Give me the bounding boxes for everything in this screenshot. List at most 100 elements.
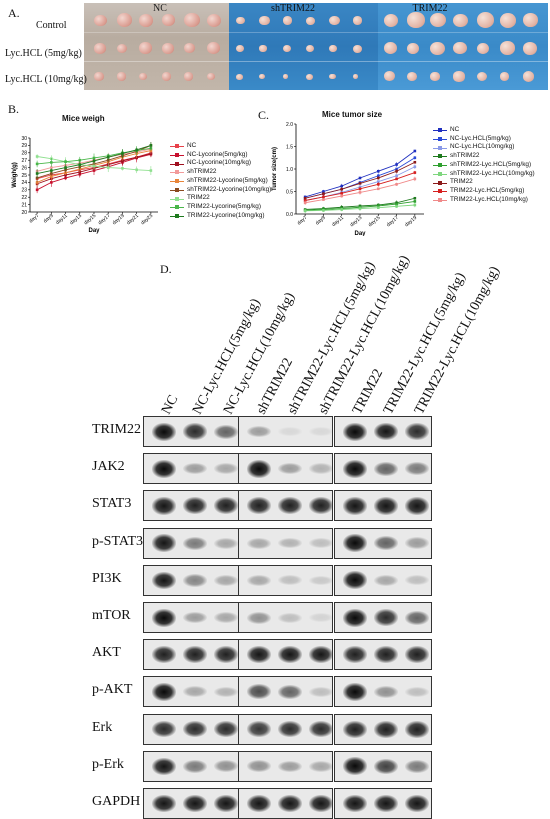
protein-band [405, 462, 429, 476]
series-trim22 [35, 154, 153, 175]
protein-band [152, 794, 176, 813]
data-point [303, 196, 307, 200]
y-axis-label: Tumor size(cm) [272, 147, 278, 191]
tumor-specimen [236, 45, 244, 53]
tumor-specimen [236, 16, 245, 25]
x-axis-label: Day [354, 231, 366, 236]
tumor-specimen [161, 14, 175, 27]
tumor-specimen [499, 12, 517, 28]
legend-label: shTRIM22 [187, 168, 217, 176]
data-point [413, 196, 417, 200]
protein-band [343, 646, 367, 664]
y-tick-label: 1.0 [286, 167, 293, 173]
protein-band [309, 760, 332, 772]
legend-label: TRIM22-Lyc.HCL(5mg/kg) [450, 186, 525, 194]
data-point [322, 195, 325, 199]
protein-band [152, 459, 176, 478]
tumor-specimen [116, 13, 132, 28]
blot-strip [143, 527, 240, 559]
protein-band [247, 537, 271, 549]
blot-strip [238, 564, 333, 596]
blot-strip [143, 490, 240, 522]
legend-marker [170, 161, 184, 167]
tumor-specimen [522, 13, 539, 28]
tumor-photo [84, 3, 548, 90]
y-tick-label: 21 [21, 202, 27, 208]
y-tick-label: 27 [21, 158, 27, 164]
tumor-specimen [94, 14, 107, 27]
blot-strip [334, 750, 432, 782]
protein-band [214, 646, 238, 664]
y-tick-label: 1.5 [286, 144, 293, 150]
data-point [322, 192, 325, 196]
data-point [376, 187, 380, 191]
x-tick-label: day19 [404, 215, 418, 228]
tumor-specimen [259, 73, 266, 80]
y-tick-label: 29 [21, 143, 27, 149]
protein-band [152, 646, 176, 664]
tumor-specimen [352, 16, 363, 25]
protein-band [183, 794, 207, 813]
protein-band [343, 571, 367, 590]
tumor-specimen [139, 42, 153, 55]
data-point [376, 183, 380, 186]
legend-item: NC [170, 142, 271, 151]
axes: 0.0 0.5 1.0 1.5 2.0 day7 day9 day11 day13 day15 da… [286, 122, 424, 228]
x-tick-label: day13 [349, 215, 363, 228]
legend-label: NC-Lycorine(5mg/kg) [187, 150, 248, 158]
data-point [358, 185, 362, 189]
tumor-specimen [206, 42, 220, 55]
protein-band [183, 423, 207, 440]
protein-band [405, 720, 429, 738]
tumor-specimen [139, 72, 148, 81]
tumor-specimen [499, 72, 510, 81]
protein-band [183, 462, 207, 475]
y-axis-label: Weigh(g) [12, 162, 18, 188]
blot-strip [334, 564, 432, 596]
protein-band [214, 760, 238, 773]
protein-band [343, 422, 367, 441]
protein-band [405, 497, 429, 515]
data-point [340, 192, 344, 195]
protein-band [405, 537, 429, 549]
data-point [376, 176, 380, 180]
tumor-specimen [184, 13, 200, 28]
tumor-chart-title: Mice tumor size [322, 110, 383, 119]
tumor-specimen [453, 71, 465, 82]
legend-item: shTRIM22-Lyc.HCL(5mg/kg) [433, 161, 535, 170]
blot-strip [143, 602, 240, 633]
protein-label: STAT3 [92, 496, 132, 512]
protein-band [278, 497, 302, 515]
protein-band [183, 646, 207, 664]
photo-group-nc: NC [153, 3, 167, 14]
tumor-specimen [384, 42, 398, 55]
legend-label: NC [187, 142, 197, 149]
protein-band [183, 720, 207, 738]
protein-band [183, 759, 207, 773]
legend-label: TRIM22 [187, 194, 210, 202]
blot-strip [143, 416, 240, 447]
tumor-specimen [236, 73, 243, 80]
x-axis-label: Day [88, 228, 100, 234]
protein-band [152, 608, 176, 627]
legend-item: NC-Lycorine(10mg/kg) [170, 159, 271, 168]
legend-label: NC-Lycorine(10mg/kg) [187, 159, 252, 167]
photo-group-shtrim22: shTRIM22 [271, 3, 315, 14]
legend-label: shTRIM22-Lyc.HCL(10mg/kg) [450, 169, 535, 177]
protein-band [405, 759, 429, 773]
y-tick-label: 25 [21, 173, 27, 179]
x-tick-label: day9 [315, 215, 327, 227]
y-tick-label: 2.0 [286, 122, 293, 128]
data-point [395, 183, 398, 186]
protein-band [152, 534, 176, 552]
protein-band [343, 757, 367, 776]
data-point [78, 158, 82, 162]
x-tick-label: day9 [42, 213, 54, 225]
data-point [413, 165, 417, 169]
tumor-specimen [282, 16, 293, 25]
tumor-specimen [161, 42, 174, 54]
data-point [340, 208, 344, 211]
protein-band [152, 497, 176, 515]
protein-band [152, 682, 176, 701]
protein-band [309, 463, 332, 474]
